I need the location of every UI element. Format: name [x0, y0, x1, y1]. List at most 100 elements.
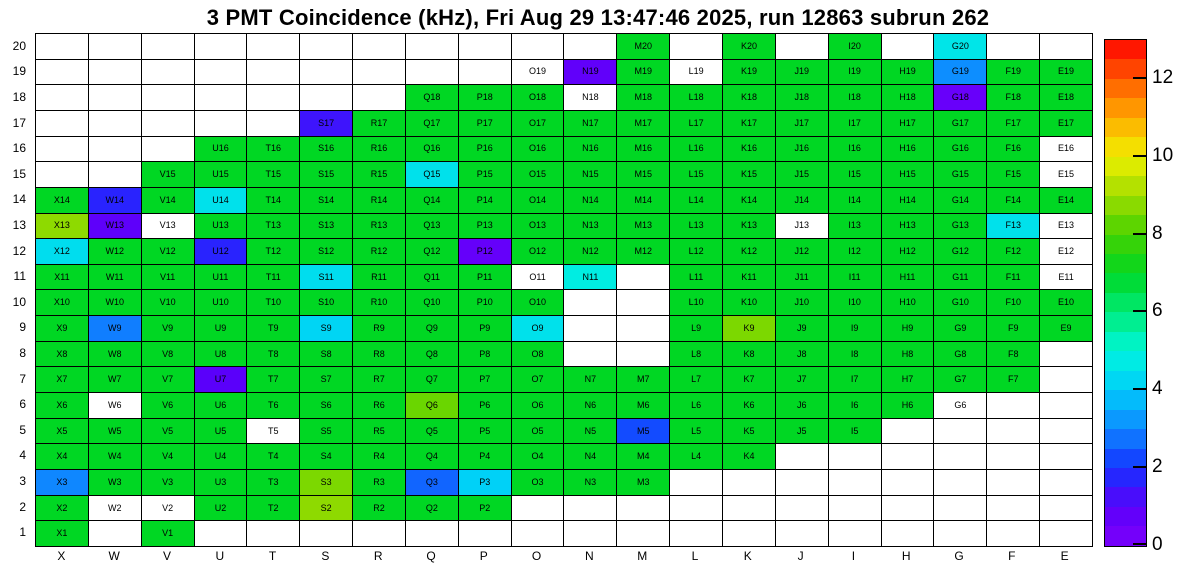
heatmap-cell-empty — [141, 59, 194, 85]
heatmap-cell-empty — [723, 521, 775, 546]
heatmap-cell: L18 — [670, 85, 723, 110]
col-axis-label: V — [162, 549, 171, 563]
heatmap-cell: R9 — [353, 316, 405, 341]
heatmap-cell: T6 — [247, 393, 300, 418]
heatmap-cell: H8 — [881, 341, 934, 367]
heatmap-cell: I6 — [828, 393, 881, 418]
heatmap-cell: O17 — [511, 110, 564, 136]
heatmap-cell-empty — [353, 85, 405, 110]
heatmap-cell: M7 — [617, 367, 670, 393]
heatmap-cell: H12 — [881, 239, 934, 264]
heatmap-cell: N16 — [564, 136, 617, 162]
heatmap-cell: Q11 — [405, 264, 458, 290]
heatmap-cell: P8 — [458, 341, 511, 367]
row-axis-label: 5 — [19, 422, 26, 437]
heatmap-cell: W11 — [88, 264, 141, 290]
heatmap-cell: F19 — [987, 59, 1040, 85]
colorbar-band — [1105, 331, 1146, 352]
heatmap-cell: U11 — [194, 264, 247, 290]
heatmap-cell: O7 — [511, 367, 564, 393]
heatmap-cell-empty — [88, 85, 141, 110]
heatmap-cell-empty — [881, 444, 934, 470]
col-axis-label: F — [1008, 549, 1016, 563]
heatmap-cell: S6 — [300, 393, 353, 418]
heatmap-cell: R3 — [353, 470, 405, 495]
heatmap-cell: T11 — [247, 264, 300, 290]
heatmap-cell: I14 — [828, 187, 881, 213]
heatmap-cell: F11 — [987, 264, 1040, 290]
col-axis-label: G — [954, 549, 964, 563]
heatmap-cell: X8 — [36, 341, 88, 367]
colorbar-tick-labels: 12 10 8 6 4 2 0 — [1152, 39, 1194, 555]
heatmap-cell: U12 — [194, 239, 247, 264]
heatmap-cell: K8 — [723, 341, 775, 367]
heatmap-cell-empty — [405, 34, 458, 59]
colorbar-band — [1105, 59, 1146, 79]
heatmap-cell: G20 — [934, 34, 987, 59]
heatmap-cell-empty — [247, 110, 300, 136]
colorbar-band — [1105, 467, 1146, 488]
heatmap-cell: V14 — [141, 187, 194, 213]
heatmap-cell: W9 — [88, 316, 141, 341]
heatmap-cell: W4 — [88, 444, 141, 470]
heatmap-cell: I16 — [828, 136, 881, 162]
row-axis-label: 2 — [19, 499, 26, 514]
heatmap-cell: S10 — [300, 290, 353, 316]
heatmap-cell: U3 — [194, 470, 247, 495]
heatmap-cell: G13 — [934, 213, 987, 239]
heatmap-cell: G18 — [934, 85, 987, 110]
heatmap-cell: L10 — [670, 290, 723, 316]
heatmap-cell: Q2 — [405, 495, 458, 521]
heatmap-cell: F16 — [987, 136, 1040, 162]
heatmap-cell: S3 — [300, 470, 353, 495]
heatmap-cell-empty — [88, 521, 141, 546]
heatmap-cell: L8 — [670, 341, 723, 367]
heatmap-cell-empty — [88, 59, 141, 85]
heatmap-cell-empty — [511, 521, 564, 546]
heatmap-cell-empty — [194, 110, 247, 136]
heatmap-cell: L5 — [670, 418, 723, 444]
heatmap-cell-empty — [1040, 367, 1092, 393]
heatmap-cell: Q6 — [405, 393, 458, 418]
heatmap-cell: K19 — [723, 59, 775, 85]
colorbar-band — [1105, 526, 1146, 546]
heatmap-cell: R17 — [353, 110, 405, 136]
colorbar-tick-label: 2 — [1152, 456, 1163, 478]
colorbar-band — [1105, 487, 1146, 507]
heatmap-cell: S5 — [300, 418, 353, 444]
heatmap-cell: V1 — [141, 521, 194, 546]
heatmap-cell-empty — [775, 34, 828, 59]
heatmap-cell: X13 — [36, 213, 88, 239]
heatmap-cell: H13 — [881, 213, 934, 239]
heatmap-cell-empty — [194, 34, 247, 59]
heatmap-cell-empty — [36, 85, 88, 110]
heatmap-cell: L11 — [670, 264, 723, 290]
heatmap-cell: E14 — [1040, 187, 1092, 213]
heatmap-cell-empty — [458, 59, 511, 85]
colorbar-band — [1105, 215, 1146, 235]
heatmap-cell: K14 — [723, 187, 775, 213]
heatmap-cell: H16 — [881, 136, 934, 162]
heatmap-cell: V5 — [141, 418, 194, 444]
colorbar-tick-label: 6 — [1152, 300, 1163, 322]
heatmap-cell: Q15 — [405, 162, 458, 187]
heatmap-cell: U7 — [194, 367, 247, 393]
heatmap-cell: W14 — [88, 187, 141, 213]
col-axis-label: X — [57, 549, 66, 563]
heatmap-cell: T5 — [247, 418, 300, 444]
heatmap-cell: G11 — [934, 264, 987, 290]
heatmap-cell: X4 — [36, 444, 88, 470]
heatmap-cell: Q5 — [405, 418, 458, 444]
heatmap-cell-empty — [564, 290, 617, 316]
colorbar-band — [1105, 506, 1146, 527]
col-axis-label: K — [743, 549, 752, 563]
heatmap-cell: P3 — [458, 470, 511, 495]
heatmap-cell: O5 — [511, 418, 564, 444]
col-axis-label: L — [691, 549, 699, 563]
heatmap-cell: K4 — [723, 444, 775, 470]
heatmap-cell: S12 — [300, 239, 353, 264]
heatmap-cell: P13 — [458, 213, 511, 239]
heatmap-cell: M4 — [617, 444, 670, 470]
heatmap-cell: V12 — [141, 239, 194, 264]
